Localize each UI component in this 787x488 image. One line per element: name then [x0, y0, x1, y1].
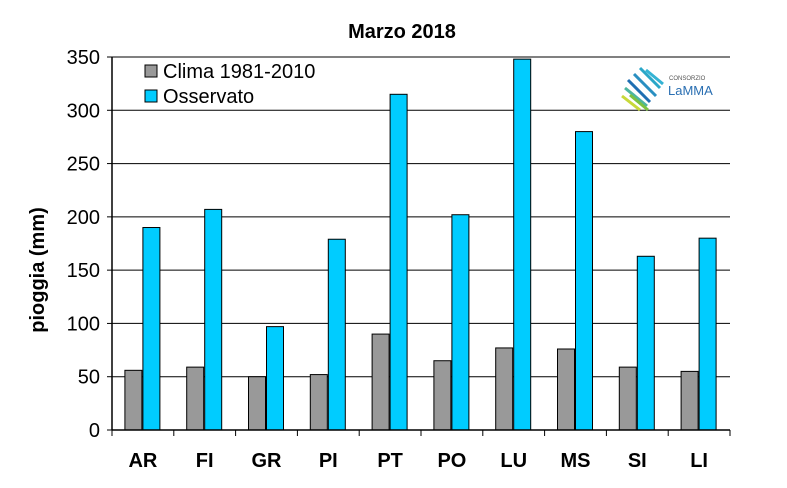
bar-osservato-ar [142, 227, 161, 431]
legend-swatch-clima [144, 64, 158, 78]
logo-name: LaMMA [668, 83, 713, 98]
x-tick-label: PT [377, 450, 403, 472]
lamma-logo-mark-icon [621, 66, 664, 112]
x-tick-label: LU [500, 450, 527, 472]
bar-clima-lu [495, 347, 514, 431]
bar-clima-pt [371, 333, 390, 431]
bars [124, 58, 717, 431]
bar-clima-ms [557, 348, 575, 431]
y-tick-label: 0 [89, 420, 100, 442]
x-tick-label: AR [128, 450, 157, 472]
y-tick-label: 100 [67, 313, 100, 335]
y-tick-label: 350 [67, 47, 100, 69]
bar-clima-pi [309, 374, 328, 431]
y-tick-label: 50 [78, 367, 100, 389]
x-tick-label: GR [252, 450, 283, 472]
x-tick-labels: AR FI GR PI PT PO LU MS SI LI [128, 450, 708, 472]
bar-osservato-pt [389, 93, 408, 431]
y-tick-label: 150 [67, 260, 100, 282]
x-tick-label: PO [437, 450, 466, 472]
legend: Clima 1981-2010 Osservato [144, 61, 315, 108]
bar-osservato-fi [204, 208, 223, 431]
axes [111, 57, 730, 431]
bar-clima-po [433, 360, 452, 431]
legend-label-clima: Clima 1981-2010 [163, 61, 315, 83]
y-tick-label: 250 [67, 154, 100, 176]
bar-clima-li [680, 370, 699, 431]
logo-small-text: CONSORZIO [669, 76, 706, 82]
chart-title: Marzo 2018 [348, 21, 456, 43]
bar-osservato-gr [266, 326, 284, 431]
y-tick-labels: 0 50 100 150 200 250 300 350 [67, 47, 100, 442]
bar-osservato-pi [327, 238, 346, 431]
bar-osservato-ms [575, 131, 593, 431]
bar-osservato-lu [513, 58, 532, 431]
x-tick-label: FI [196, 450, 214, 472]
bar-clima-fi [186, 366, 205, 431]
y-tick-label: 200 [67, 207, 100, 229]
bar-osservato-po [451, 214, 470, 431]
lamma-logo: CONSORZIO LaMMA [621, 66, 713, 112]
bar-clima-gr [248, 376, 266, 431]
bar-clima-si [618, 366, 637, 431]
x-tick-label: PI [319, 450, 338, 472]
x-tick-label: SI [628, 450, 647, 472]
bar-osservato-li [698, 237, 717, 431]
y-axis-label: pioggia (mm) [27, 207, 49, 333]
bar-clima-ar [124, 369, 143, 431]
x-tick-label: MS [561, 450, 591, 472]
legend-label-osservato: Osservato [163, 86, 254, 108]
legend-swatch-osservato [144, 89, 158, 103]
x-tick-label: LI [690, 450, 708, 472]
y-tick-label: 300 [67, 100, 100, 122]
bar-osservato-si [636, 255, 655, 431]
